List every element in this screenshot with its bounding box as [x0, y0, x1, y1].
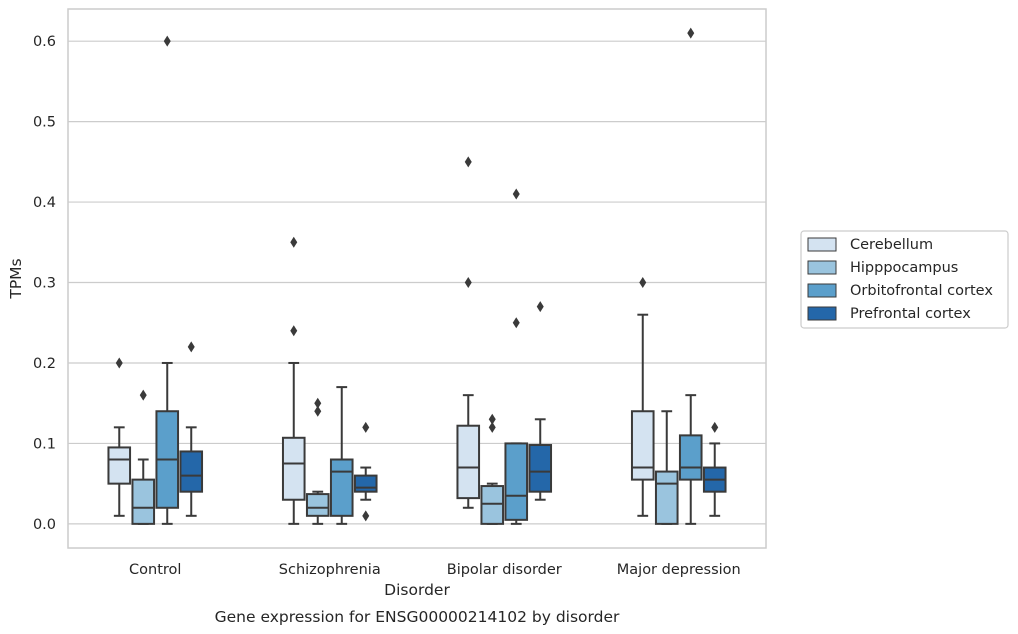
y-tick-label: 0.3 — [33, 276, 56, 292]
y-tick-label: 0.5 — [33, 115, 56, 131]
box — [504, 188, 529, 525]
box-body — [678, 434, 703, 481]
box — [329, 386, 354, 525]
y-axis-ticks: 0.0 0.1 0.2 0.3 0.4 0.5 0.6 — [33, 34, 56, 533]
legend-label: Orbitofrontal cortex — [850, 283, 993, 299]
x-tick-label: Schizophrenia — [279, 562, 381, 578]
box — [480, 413, 505, 525]
plot-area-frame — [67, 8, 767, 549]
box-body — [131, 478, 156, 525]
legend-label: Cerebellum — [850, 237, 933, 253]
x-axis-ticks: Control Schizophrenia Bipolar disorder Majo… — [129, 562, 741, 578]
box — [528, 301, 553, 501]
box — [155, 35, 180, 525]
outlier-point — [139, 389, 147, 401]
y-axis-label: TPMs — [7, 258, 25, 299]
y-tick-label: 0.6 — [33, 34, 56, 50]
box-body — [504, 442, 529, 521]
outlier-point — [464, 156, 472, 168]
outlier-point — [536, 301, 544, 313]
box — [131, 389, 156, 525]
box — [456, 156, 481, 509]
box — [305, 397, 330, 525]
y-gridlines — [68, 40, 766, 525]
box-body — [107, 446, 132, 485]
box — [179, 341, 204, 517]
legend-swatch — [807, 283, 837, 298]
chart-caption: Gene expression for ENSG00000214102 by d… — [215, 608, 620, 626]
y-tick-label: 0.4 — [33, 195, 56, 211]
box — [654, 410, 679, 525]
box-body — [305, 493, 330, 517]
box-body — [179, 450, 204, 493]
outlier-point — [711, 421, 719, 433]
box-body — [480, 485, 505, 525]
box-body — [329, 458, 354, 517]
legend: Cerebellum Hipppocampus Orbitofrontal cort… — [800, 230, 1009, 329]
box-body — [528, 444, 553, 493]
outlier-point — [488, 421, 496, 433]
outlier-point — [314, 405, 322, 417]
outlier-point — [512, 317, 520, 329]
x-tick-label: Major depression — [617, 562, 741, 578]
box-series — [107, 27, 727, 525]
outlier-point — [290, 325, 298, 337]
x-tick-label: Control — [129, 562, 181, 578]
legend-frame — [800, 230, 1009, 329]
box — [107, 357, 132, 517]
legend-swatch — [807, 306, 837, 321]
box — [353, 421, 378, 522]
box-body — [353, 474, 378, 493]
box-body — [456, 424, 481, 500]
outlier-point — [362, 421, 370, 433]
outlier-point — [115, 357, 123, 369]
box — [702, 421, 727, 517]
x-axis-label: Disorder — [384, 581, 450, 599]
box — [281, 236, 306, 525]
box-body — [281, 436, 306, 501]
outlier-point — [464, 277, 472, 289]
outlier-point — [362, 510, 370, 522]
box-body — [654, 470, 679, 525]
x-tick-label: Bipolar disorder — [447, 562, 562, 578]
outlier-point — [163, 35, 171, 47]
box-body — [630, 410, 655, 481]
outlier-point — [512, 188, 520, 200]
outlier-point — [314, 397, 322, 409]
box — [630, 277, 655, 517]
y-tick-label: 0.0 — [33, 517, 56, 533]
y-tick-label: 0.1 — [33, 436, 56, 452]
outlier-point — [290, 236, 298, 248]
outlier-point — [488, 413, 496, 425]
legend-swatch — [807, 260, 837, 275]
box — [678, 27, 703, 525]
legend-label: Hipppocampus — [850, 260, 958, 276]
outlier-point — [187, 341, 195, 353]
legend-swatch — [807, 237, 837, 252]
outlier-point — [687, 27, 695, 39]
outlier-point — [639, 277, 647, 289]
y-tick-label: 0.2 — [33, 356, 56, 372]
legend-label: Prefrontal cortex — [850, 306, 971, 322]
